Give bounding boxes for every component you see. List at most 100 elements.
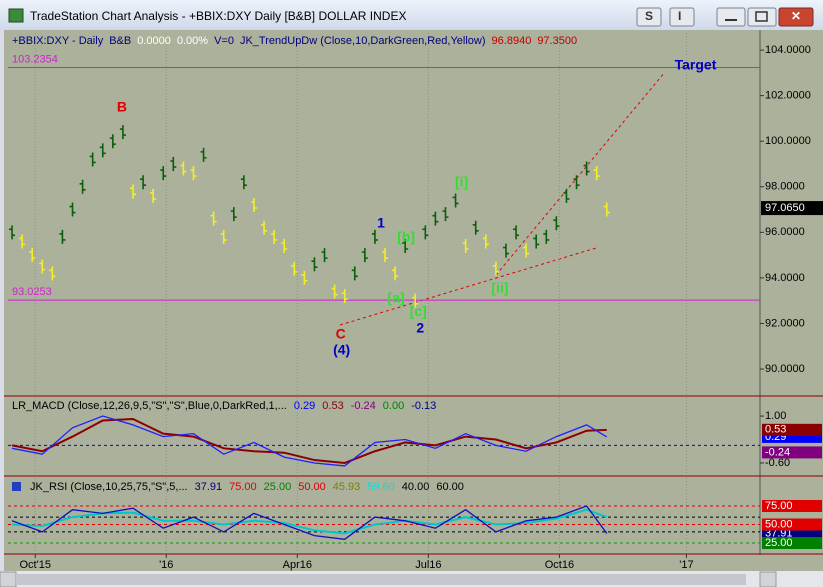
price-bar: [230, 207, 237, 222]
y-tick-label: 98.0000: [765, 181, 805, 193]
scroll-right[interactable]: [759, 571, 777, 587]
header-item: JK_TrendUpDw (Close,10,DarkGreen,Red,Yel…: [240, 35, 486, 47]
wave-label: [i]: [455, 174, 468, 190]
price-bar: [220, 229, 227, 244]
y-tick-label: -0.60: [765, 457, 790, 469]
price-bar: [392, 266, 399, 281]
style-button-label[interactable]: S: [645, 9, 653, 23]
price-bar: [79, 179, 86, 194]
header-item: B&B: [109, 35, 131, 47]
close-button[interactable]: [778, 7, 814, 27]
price-bar: [543, 229, 550, 244]
insert-button-label[interactable]: I: [678, 9, 681, 23]
window-title: TradeStation Chart Analysis - +BBIX:DXY …: [30, 9, 406, 23]
readout: 45.93: [333, 481, 361, 493]
price-bar: [250, 198, 257, 213]
y-tick-label: 92.0000: [765, 317, 805, 329]
indicator-line: [11, 417, 607, 464]
indicator-icon: [12, 482, 21, 491]
price-bar: [281, 239, 288, 254]
price-bar: [331, 284, 338, 299]
price-bar: [261, 220, 268, 235]
price-bar: [502, 243, 509, 258]
wave-label: [ii]: [491, 280, 508, 296]
price-bar: [583, 161, 590, 176]
readout: -0.13: [411, 400, 436, 412]
price-bar: [190, 166, 197, 181]
app-icon: [8, 8, 24, 23]
y-tick-label: 104.0000: [765, 44, 811, 56]
maximize-button[interactable]: [747, 7, 777, 27]
price-bar: [19, 234, 26, 249]
price-bar: [170, 156, 177, 171]
trend-line: [339, 247, 597, 326]
price-bar: [240, 175, 247, 190]
price-bar: [69, 202, 76, 217]
chart-layer: Oct'15 '16 Apr16 Jul16 Oct16 '17 90.0000 92.000…: [8, 33, 823, 571]
price-bar: [99, 143, 106, 158]
price-bar: [311, 257, 318, 272]
price-bar: [140, 175, 147, 190]
price-bar: [563, 188, 570, 203]
wave-label: 2: [416, 320, 424, 336]
price-bar: [160, 166, 167, 181]
indicator-line: [11, 508, 608, 535]
price-bar: [573, 175, 580, 190]
price-bar: [603, 202, 610, 217]
scroll-left[interactable]: [0, 571, 17, 587]
price-bar: [119, 125, 126, 140]
x-tick-label: Apr16: [283, 559, 312, 571]
price-bar: [513, 225, 520, 240]
chart-header: +BBIX:DXY - Daily B&B 0.0000 0.00% V=0 JK_Tre…: [12, 35, 577, 47]
x-tick-label: Oct'15: [19, 559, 50, 571]
price-bar: [109, 134, 116, 149]
value-flag-label: 75.00: [765, 500, 793, 512]
horizontal-line-label: 103.2354: [12, 53, 58, 65]
indicator-header: LR_MACD (Close,12,26,9,5,"S","S",Blue,0,…: [12, 400, 436, 412]
price-bar: [271, 229, 278, 244]
readout: 60.00: [436, 481, 464, 493]
close-icon[interactable]: ✕: [791, 9, 801, 23]
value-flag-label: 0.53: [765, 424, 786, 436]
value-flag: [762, 518, 822, 531]
insert-button[interactable]: [669, 7, 695, 27]
price-bar: [341, 289, 348, 304]
value-flag-label: -0.24: [765, 446, 790, 458]
style-button[interactable]: [636, 7, 662, 27]
price-bar: [482, 234, 489, 249]
readout: 0.00: [383, 400, 404, 412]
header-item: 0.00%: [177, 35, 208, 47]
header-item: +BBIX:DXY - Daily: [12, 35, 104, 47]
wave-label: B: [117, 99, 127, 115]
wave-label: [b]: [397, 229, 415, 245]
price-bar: [533, 234, 540, 249]
maximize-icon: [755, 11, 768, 22]
header-item: V=0: [214, 35, 234, 47]
price-bar: [361, 248, 368, 263]
wave-label: Target: [675, 57, 717, 73]
price-bar: [29, 248, 36, 263]
price-bar: [321, 248, 328, 263]
price-bar: [371, 229, 378, 244]
price-bar: [9, 225, 16, 240]
y-tick-label: 90.0000: [765, 363, 805, 375]
header-item: 97.3500: [537, 35, 577, 47]
indicator-line: [11, 415, 608, 467]
price-bar: [180, 161, 187, 176]
value-flag: [762, 499, 822, 512]
price-bar: [553, 216, 560, 231]
value-flag: [762, 446, 822, 459]
scroll-thumb[interactable]: [16, 574, 746, 585]
value-flag: [762, 537, 822, 550]
price-bar: [200, 147, 207, 162]
price-bar: [492, 261, 499, 276]
readout: 50.00: [298, 481, 326, 493]
wave-label: [c]: [410, 303, 427, 319]
price-bar: [422, 225, 429, 240]
price-bar: [59, 229, 66, 244]
indicator-header: JK_RSI (Close,10,25,75,"S",5,... 37.91 75.…: [30, 481, 464, 493]
minimize-button[interactable]: [716, 7, 746, 27]
price-bar: [402, 239, 409, 254]
horizontal-line-label: 93.0253: [12, 286, 52, 298]
readout: 40.00: [402, 481, 430, 493]
